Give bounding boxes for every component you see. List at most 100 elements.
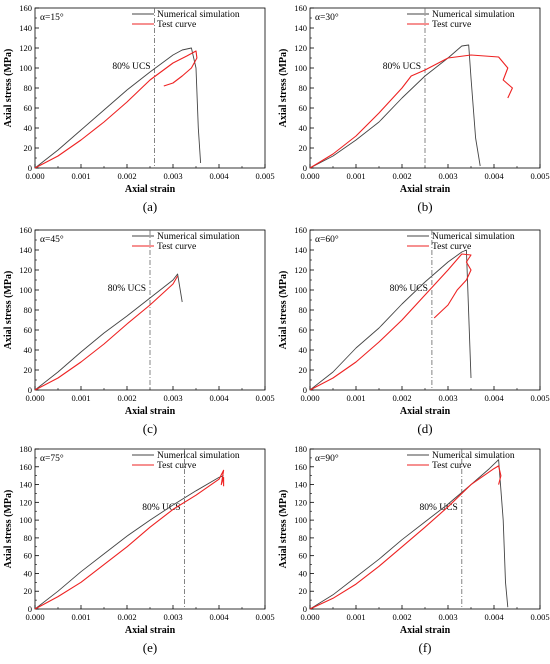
x-tick-label: 0.003 xyxy=(438,171,457,181)
panel-label: (f) xyxy=(419,640,432,655)
y-tick-label: 80 xyxy=(299,83,308,93)
panel-label: (a) xyxy=(143,199,157,214)
legend-entry: Test curve xyxy=(432,20,471,30)
x-tick-label: 0.005 xyxy=(255,612,274,622)
x-tick-label: 0.005 xyxy=(255,393,274,403)
y-tick-label: 40 xyxy=(299,123,308,133)
x-tick-label: 0.002 xyxy=(392,171,411,181)
y-axis-title: Axial stress (MPa) xyxy=(3,271,14,350)
legend-entry: Test curve xyxy=(157,461,196,471)
y-tick-label: 160 xyxy=(294,462,307,472)
y-tick-label: 140 xyxy=(19,245,32,255)
x-tick-label: 0.000 xyxy=(300,612,319,622)
angle-annotation: α=45° xyxy=(40,234,64,245)
y-tick-label: 0 xyxy=(303,604,307,614)
y-tick-label: 0 xyxy=(28,385,32,395)
x-tick-label: 0.003 xyxy=(438,612,457,622)
y-tick-label: 0 xyxy=(28,163,32,173)
x-tick-label: 0.004 xyxy=(209,171,229,181)
test-series-line xyxy=(309,54,513,169)
y-tick-label: 20 xyxy=(24,586,33,596)
y-tick-label: 40 xyxy=(299,345,308,355)
x-axis-title: Axial strain xyxy=(400,625,451,636)
y-tick-label: 180 xyxy=(19,444,32,454)
x-tick-label: 0.000 xyxy=(300,393,319,403)
x-tick-label: 0.005 xyxy=(530,612,549,622)
plot-frame xyxy=(34,7,266,169)
y-tick-label: 60 xyxy=(24,551,33,561)
y-tick-label: 100 xyxy=(294,515,307,525)
x-tick-label: 0.002 xyxy=(117,612,136,622)
legend-entry: Numerical simulation xyxy=(432,232,515,242)
y-tick-label: 160 xyxy=(294,225,307,235)
simulation-series-line xyxy=(34,273,183,391)
x-tick-label: 0.002 xyxy=(392,612,411,622)
chart-panel-3: 0.000 0.001 0.002 0.003 0.004 0.005 0 20 40 60 80 1… xyxy=(3,225,275,436)
angle-annotation: α=90° xyxy=(315,453,339,464)
y-axis-title: Axial stress (MPa) xyxy=(278,49,289,128)
angle-annotation: α=30° xyxy=(315,12,339,23)
x-axis-title: Axial strain xyxy=(125,406,176,417)
plot-frame xyxy=(309,229,541,391)
angle-annotation: α=75° xyxy=(40,453,64,464)
y-tick-label: 20 xyxy=(299,586,308,596)
x-axis-title: Axial strain xyxy=(400,184,451,195)
ucs-label: 80% UCS xyxy=(383,62,421,72)
y-tick-label: 120 xyxy=(19,497,32,507)
legend-entry: Test curve xyxy=(157,20,196,30)
test-series-line xyxy=(309,465,502,610)
legend-entry: Test curve xyxy=(157,242,196,252)
x-tick-label: 0.000 xyxy=(25,612,44,622)
y-tick-label: 100 xyxy=(294,285,307,295)
y-tick-label: 180 xyxy=(294,444,307,454)
x-tick-label: 0.000 xyxy=(25,171,44,181)
x-axis-title: Axial strain xyxy=(400,406,451,417)
test-series-line xyxy=(34,469,225,610)
x-tick-label: 0.004 xyxy=(484,612,504,622)
y-tick-label: 80 xyxy=(24,83,33,93)
simulation-series-line xyxy=(309,249,472,391)
legend-entry: Test curve xyxy=(432,461,471,471)
legend-entry: Numerical simulation xyxy=(432,10,515,20)
x-tick-label: 0.004 xyxy=(209,612,229,622)
ucs-label: 80% UCS xyxy=(112,62,150,72)
y-axis-title: Axial stress (MPa) xyxy=(278,271,289,350)
x-tick-label: 0.003 xyxy=(163,171,182,181)
y-tick-label: 60 xyxy=(299,103,308,113)
test-series-line xyxy=(34,275,179,391)
y-tick-label: 120 xyxy=(19,43,32,53)
y-tick-label: 20 xyxy=(299,365,308,375)
legend-entry: Numerical simulation xyxy=(157,10,240,20)
ucs-label: 80% UCS xyxy=(142,503,180,513)
plot-frame xyxy=(34,448,266,610)
y-tick-label: 80 xyxy=(24,305,33,315)
y-tick-label: 20 xyxy=(299,143,308,153)
x-tick-label: 0.004 xyxy=(484,171,504,181)
y-tick-label: 20 xyxy=(24,143,33,153)
y-tick-label: 80 xyxy=(299,533,308,543)
test-series-line xyxy=(34,50,198,169)
simulation-series-line xyxy=(34,475,224,610)
x-tick-label: 0.001 xyxy=(71,171,90,181)
y-tick-label: 160 xyxy=(19,462,32,472)
panel-label: (e) xyxy=(143,640,157,655)
y-tick-label: 40 xyxy=(24,123,33,133)
y-tick-label: 60 xyxy=(24,103,33,113)
y-tick-label: 80 xyxy=(299,305,308,315)
x-tick-label: 0.004 xyxy=(484,393,504,403)
y-tick-label: 120 xyxy=(19,265,32,275)
x-tick-label: 0.005 xyxy=(530,393,549,403)
x-tick-label: 0.001 xyxy=(346,393,365,403)
y-axis-title: Axial stress (MPa) xyxy=(3,490,14,569)
y-tick-label: 120 xyxy=(294,265,307,275)
y-axis-title: Axial stress (MPa) xyxy=(3,49,14,128)
x-tick-label: 0.002 xyxy=(117,171,136,181)
x-tick-label: 0.005 xyxy=(530,171,549,181)
ucs-label: 80% UCS xyxy=(420,503,458,513)
x-tick-label: 0.005 xyxy=(255,171,274,181)
x-tick-label: 0.001 xyxy=(71,393,90,403)
y-tick-label: 140 xyxy=(294,480,307,490)
y-tick-label: 140 xyxy=(19,480,32,490)
legend-entry: Numerical simulation xyxy=(157,232,240,242)
